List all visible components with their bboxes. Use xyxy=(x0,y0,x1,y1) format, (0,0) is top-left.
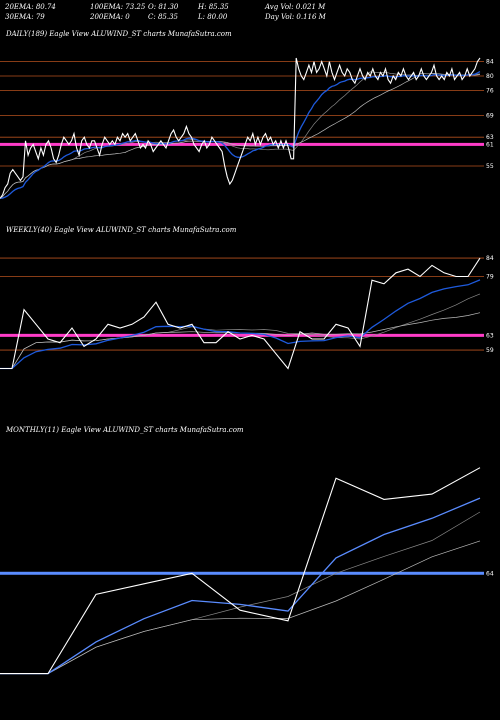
monthly-chart-title: MONTHLY(11) Eagle View ALUWIND_ST charts… xyxy=(6,426,244,434)
header-low: L: 80.00 xyxy=(198,13,228,21)
daily-tick-label: 80 xyxy=(486,73,494,80)
weekly-band xyxy=(0,333,484,337)
monthly-tick-label: 64 xyxy=(486,570,494,577)
weekly-tick-label: 79 xyxy=(486,273,494,280)
daily-tick-label: 76 xyxy=(486,87,494,94)
monthly-price-line xyxy=(0,467,481,675)
weekly-ema-line xyxy=(0,279,481,370)
header-ema100: 100EMA: 73.25 xyxy=(90,3,146,11)
weekly-tick-label: 84 xyxy=(486,255,494,262)
header-avgvol: Avg Vol: 0.021 M xyxy=(265,3,326,11)
daily-sma-line xyxy=(0,72,481,199)
header-open: O: 81.30 xyxy=(148,3,179,11)
monthly-sma-line xyxy=(0,511,481,674)
header-high: H: 85.35 xyxy=(198,3,229,11)
weekly-tick-label: 63 xyxy=(486,332,494,339)
weekly-sma-line xyxy=(0,312,481,369)
header-dayvol: Day Vol: 0.116 M xyxy=(265,13,326,21)
daily-tick-label: 63 xyxy=(486,134,494,141)
daily-tick-label: 55 xyxy=(486,163,494,170)
daily-price-line xyxy=(0,57,481,199)
monthly-ema-line xyxy=(0,497,481,675)
daily-chart-title: DAILY(189) Eagle View ALUWIND_ST charts … xyxy=(6,30,232,38)
daily-tick-label: 84 xyxy=(486,59,494,66)
daily-tick-label: 61 xyxy=(486,141,494,148)
monthly-chart: 64 xyxy=(0,467,494,675)
monthly-sma-line xyxy=(0,540,481,674)
header-close: C: 85.35 xyxy=(148,13,178,21)
header-ema30: 30EMA: 79 xyxy=(5,13,45,21)
monthly-band xyxy=(0,571,484,575)
weekly-tick-label: 59 xyxy=(486,347,494,354)
weekly-price-line xyxy=(0,257,481,370)
weekly-chart: 84 79 63 59 xyxy=(0,255,494,370)
daily-tick-label: 69 xyxy=(486,113,494,120)
daily-band xyxy=(0,142,484,146)
header-ema20: 20EMA: 80.74 xyxy=(5,3,56,11)
weekly-chart-title: WEEKLY(40) Eagle View ALUWIND_ST charts … xyxy=(6,226,237,234)
header-ema200: 200EMA: 0 xyxy=(90,13,130,21)
weekly-sma-line xyxy=(0,293,481,369)
